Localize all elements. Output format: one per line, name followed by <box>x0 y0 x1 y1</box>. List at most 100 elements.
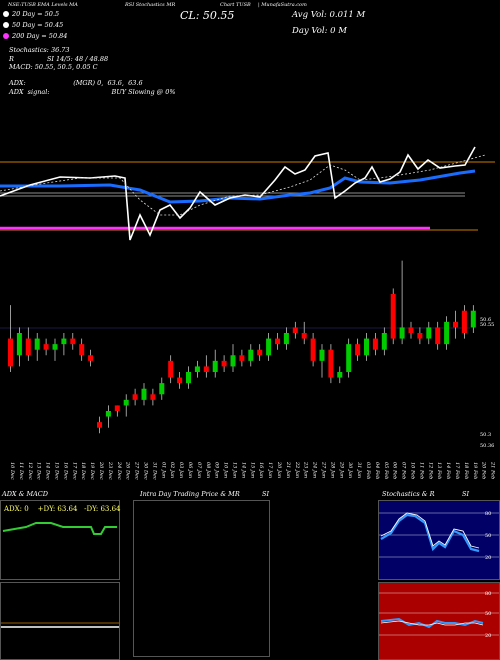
candle-down <box>453 321 458 328</box>
adx-values: ADX: 0 +DY: 63.64 -DY: 63.64 <box>4 505 121 513</box>
candle-down <box>168 360 174 378</box>
stoch-label-20: 20 <box>485 555 491 561</box>
stochastics-panel: 80 50 20 <box>378 500 500 580</box>
x-tick-label: 16 Jan <box>258 462 264 478</box>
x-tick-label: 10 Dec <box>9 462 15 480</box>
candle-up <box>266 338 272 356</box>
x-tick-label: 12 Dec <box>27 462 33 480</box>
x-tick-label: 19 Dec <box>89 462 95 480</box>
x-tick-label: 20 Dec <box>98 461 104 480</box>
x-tick-label: 12 Feb <box>427 462 433 479</box>
x-tick-label: 20 Jan <box>276 461 282 478</box>
candle-down <box>150 394 156 400</box>
macd-panel <box>0 582 120 660</box>
ma-legend: 20 Day = 50.5 50 Day = 50.45 200 Day = 5… <box>3 10 67 40</box>
rsi-label-50: 50 <box>485 611 491 617</box>
candle-down <box>310 338 316 361</box>
x-tick-label: 13 Feb <box>436 462 442 479</box>
candle-up <box>212 360 218 372</box>
candle-up <box>194 366 200 372</box>
x-tick-label: 04 Feb <box>374 462 380 479</box>
x-tick-label: 13 Jan <box>232 462 238 478</box>
x-tick-label: 15 Jan <box>249 462 255 478</box>
rsi-stat: R SI 14/5: 48 / 48.88 <box>9 55 109 63</box>
candle-up <box>364 338 369 356</box>
ma20-label: 20 Day = 50.5 <box>12 10 60 18</box>
x-tick-label: 17 Dec <box>71 462 77 480</box>
candle-up <box>52 344 58 350</box>
stoch-label-80: 80 <box>485 511 491 517</box>
price-label-2: 50.55 <box>480 322 495 328</box>
x-tick-label: 23 Dec <box>107 461 113 480</box>
candle-down <box>177 377 183 384</box>
candle-down <box>461 310 467 333</box>
candle-down <box>132 394 138 400</box>
rsi-panel: 80 50 20 <box>378 582 500 660</box>
rsi-label-20: 20 <box>485 633 491 639</box>
price-label-1: 50.6 <box>480 317 492 323</box>
ma50-legend: 50 Day = 50.45 <box>3 21 67 29</box>
x-tick-label: 17 Feb <box>454 462 460 479</box>
x-tick-label: 21 Jan <box>285 461 291 478</box>
candle-down <box>257 349 263 356</box>
candle-up <box>381 333 387 350</box>
candle-up <box>346 344 352 372</box>
stochastics-stat: Stochastics: 36.73 <box>9 46 70 54</box>
ma200-label: 200 Day = 50.84 <box>12 32 68 40</box>
adx-plot <box>2 522 117 535</box>
x-tick-label: 18 Dec <box>80 462 86 480</box>
rsi-signal-line <box>380 620 484 626</box>
candlestick-series <box>8 260 476 434</box>
ma200-legend: 200 Day = 50.84 <box>3 32 67 40</box>
candle-down <box>221 360 227 367</box>
x-tick-label: 26 Dec <box>125 461 131 480</box>
candle-down <box>435 327 441 345</box>
x-tick-label: 14 Feb <box>445 462 451 479</box>
ma200-swatch <box>3 33 9 39</box>
x-tick-label: 09 Jan <box>214 462 220 478</box>
candle-down <box>25 338 31 356</box>
x-tick-label: 10 Jan <box>223 462 229 478</box>
stoch-label-50: 50 <box>485 533 491 539</box>
candle-down <box>8 338 13 367</box>
x-tick-label: 01 Jan <box>160 462 166 478</box>
candle-down <box>70 338 76 345</box>
x-tick-label: 19 Feb <box>472 462 478 479</box>
candle-down <box>355 344 361 356</box>
macd-plot <box>1 622 119 628</box>
candle-down <box>292 327 298 333</box>
blue-ma-line <box>0 169 476 204</box>
candle-down <box>97 422 102 428</box>
x-tick-label: 28 Jan <box>329 461 335 478</box>
x-tick-label: 08 Jan <box>205 462 211 478</box>
ma20-swatch <box>3 11 9 17</box>
candle-down <box>275 338 280 345</box>
rsi-label-80: 80 <box>485 591 491 597</box>
candle-down <box>239 355 245 361</box>
candle-up <box>186 372 191 384</box>
x-tick-label: 21 Feb <box>490 461 496 479</box>
x-tick-label: 14 Jan <box>240 462 246 478</box>
price-label-4: 50.36 <box>480 443 495 449</box>
macd-stat: MACD: 50.55, 50.5, 0.05 C <box>9 63 98 71</box>
x-tick-label: 17 Jan <box>267 462 273 478</box>
candle-up <box>105 411 111 417</box>
candle-up <box>61 338 67 345</box>
x-axis-labels: 10 Dec 11 Dec 12 Dec 13 Dec 14 Dec 15 Dec 16 D… <box>9 461 496 480</box>
candle-up <box>319 349 325 361</box>
candle-up <box>141 388 147 400</box>
x-tick-label: 15 Dec <box>54 462 60 480</box>
x-tick-label: 07 Feb <box>401 462 407 479</box>
x-tick-label: 30 Dec <box>143 462 149 480</box>
candle-down <box>114 405 120 411</box>
stoch-d-line <box>380 512 480 549</box>
x-tick-label: 27 Jan <box>321 461 327 478</box>
candle-down <box>43 344 49 350</box>
adx-signal: ADX signal: BUY Slowing @ 0% <box>9 88 176 96</box>
x-tick-label: 13 Dec <box>36 462 42 480</box>
x-tick-label: 07 Jan <box>196 462 202 478</box>
ma50-label: 50 Day = 50.45 <box>12 21 64 29</box>
candle-up <box>248 349 254 361</box>
candle-up <box>399 327 405 339</box>
x-tick-label: 24 Jan <box>312 461 318 478</box>
